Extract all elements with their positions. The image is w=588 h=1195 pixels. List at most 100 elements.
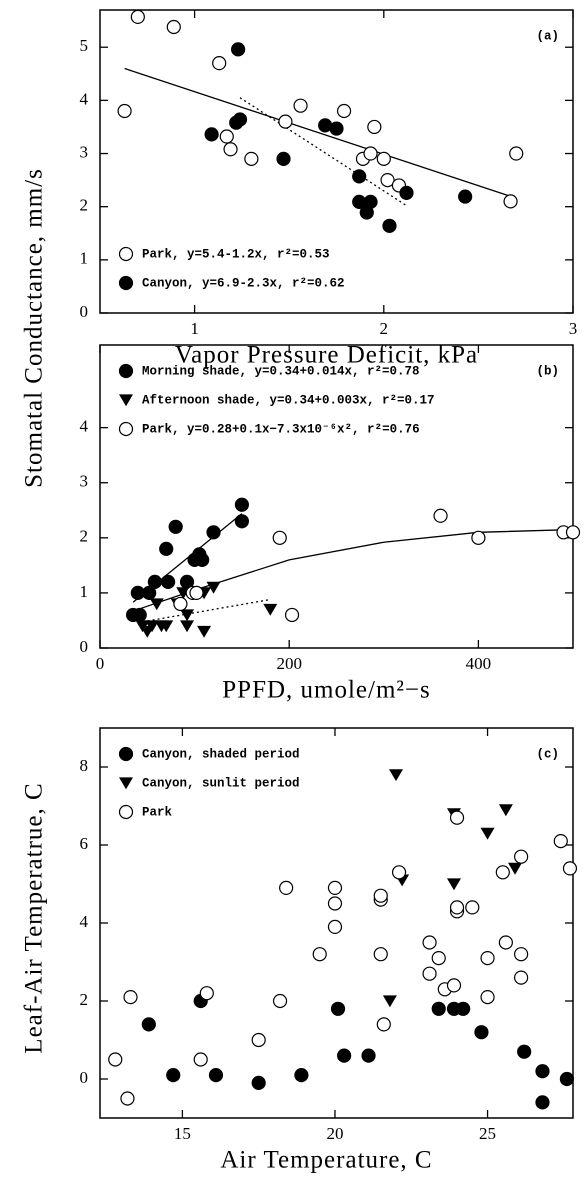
marker-triangle <box>197 625 212 638</box>
x-tick-label: 0 <box>96 654 105 673</box>
marker-open <box>480 989 495 1005</box>
legend-label: Canyon, shaded period <box>142 747 300 761</box>
marker-open <box>244 151 259 166</box>
marker-filled <box>363 194 378 209</box>
panel-label: (a) <box>536 29 559 43</box>
marker-filled <box>234 497 249 512</box>
panel-label: (b) <box>536 364 559 378</box>
marker-open <box>449 900 465 915</box>
marker-open <box>380 173 395 188</box>
marker-triangle <box>263 603 278 616</box>
marker-triangle <box>149 598 164 611</box>
marker-open <box>199 986 214 1001</box>
marker-filled <box>141 1017 156 1032</box>
marker-triangle <box>206 581 221 594</box>
y-tick-label: 1 <box>80 249 89 268</box>
marker-filled <box>204 127 219 142</box>
x-tick-label: 2 <box>380 319 389 338</box>
y-tick-label: 0 <box>80 1068 89 1087</box>
x-tick-label: 400 <box>466 654 492 673</box>
marker-open <box>367 119 382 135</box>
legend-marker <box>119 394 133 407</box>
marker-open <box>422 935 437 950</box>
legend-marker <box>118 275 134 291</box>
marker-open <box>363 146 378 161</box>
marker-open <box>446 978 462 993</box>
marker-open <box>108 1052 123 1067</box>
marker-triangle <box>382 995 397 1008</box>
x-tick-label: 3 <box>569 319 578 338</box>
marker-filled <box>559 1071 574 1087</box>
y-tick-label: 4 <box>80 912 89 931</box>
x-tick-label: 15 <box>174 1124 191 1143</box>
marker-open <box>431 950 446 966</box>
marker-filled <box>456 1001 471 1016</box>
marker-open <box>130 9 145 25</box>
marker-open <box>503 194 518 209</box>
marker-filled <box>382 218 397 233</box>
marker-open <box>471 530 486 545</box>
marker-open <box>284 607 300 623</box>
marker-open <box>193 1052 208 1067</box>
marker-triangle <box>145 620 160 633</box>
plot-frame <box>99 344 574 649</box>
legend-marker <box>119 777 133 790</box>
marker-open <box>293 98 308 113</box>
y-axis-label: Leaf-Air Temperatrue, C <box>21 782 48 1053</box>
marker-open <box>553 833 568 849</box>
y-tick-label: 0 <box>80 302 89 321</box>
fit-line <box>124 67 517 199</box>
y-tick-label: 2 <box>80 990 89 1009</box>
marker-open <box>495 865 510 880</box>
y-tick-label: 0 <box>80 637 89 656</box>
marker-open <box>327 896 343 911</box>
marker-filled <box>234 514 249 529</box>
marker-triangle <box>480 827 495 840</box>
marker-triangle <box>446 878 461 891</box>
marker-filled <box>431 1001 446 1016</box>
marker-open <box>514 970 529 985</box>
legend-marker <box>118 746 134 762</box>
x-axis-label: Vapor Pressure Deficit, kPa <box>175 342 478 369</box>
panel-label: (c) <box>536 747 559 761</box>
y-tick-label: 2 <box>80 527 89 546</box>
marker-open <box>498 935 513 950</box>
legend-label: Afternoon shade, y=0.34+0.003x, r²=0.17 <box>142 393 435 407</box>
y-tick-label: 6 <box>80 834 89 853</box>
marker-filled <box>208 1067 224 1083</box>
marker-open <box>189 585 204 601</box>
marker-open <box>509 146 524 161</box>
marker-open <box>562 861 578 876</box>
y-axis-label: Stomatal Conductance, mm/s <box>21 168 48 488</box>
marker-open <box>251 1032 266 1048</box>
marker-filled <box>330 1001 346 1016</box>
marker-open <box>312 947 327 962</box>
marker-triangle <box>389 769 404 782</box>
marker-triangle <box>180 609 195 622</box>
marker-open <box>514 849 529 864</box>
legend-label: Canyon, y=6.9-2.3x, r²=0.62 <box>142 276 345 290</box>
marker-open <box>166 19 181 35</box>
marker-filled <box>361 1048 376 1063</box>
marker-filled <box>168 519 183 534</box>
marker-open <box>433 508 448 523</box>
x-tick-label: 1 <box>190 319 199 338</box>
fit-line <box>239 97 407 207</box>
marker-filled <box>517 1044 532 1059</box>
legend-marker <box>118 804 134 820</box>
legend-label: Park, y=5.4-1.2x, r²=0.53 <box>142 247 330 261</box>
marker-filled <box>474 1025 489 1040</box>
marker-open <box>565 525 581 540</box>
y-tick-label: 5 <box>80 36 89 55</box>
legend-label: Park <box>142 805 173 819</box>
marker-open <box>327 880 343 896</box>
y-tick-label: 3 <box>80 472 89 491</box>
marker-filled <box>142 585 157 601</box>
legend-label: Park, y=0.28+0.1x−7.3x10⁻⁶x², r²=0.76 <box>142 422 420 436</box>
marker-triangle <box>508 862 523 875</box>
legend-marker <box>118 363 134 379</box>
marker-open <box>219 129 234 144</box>
marker-filled <box>337 1048 352 1063</box>
legend-marker <box>118 246 134 262</box>
marker-open <box>391 865 407 880</box>
